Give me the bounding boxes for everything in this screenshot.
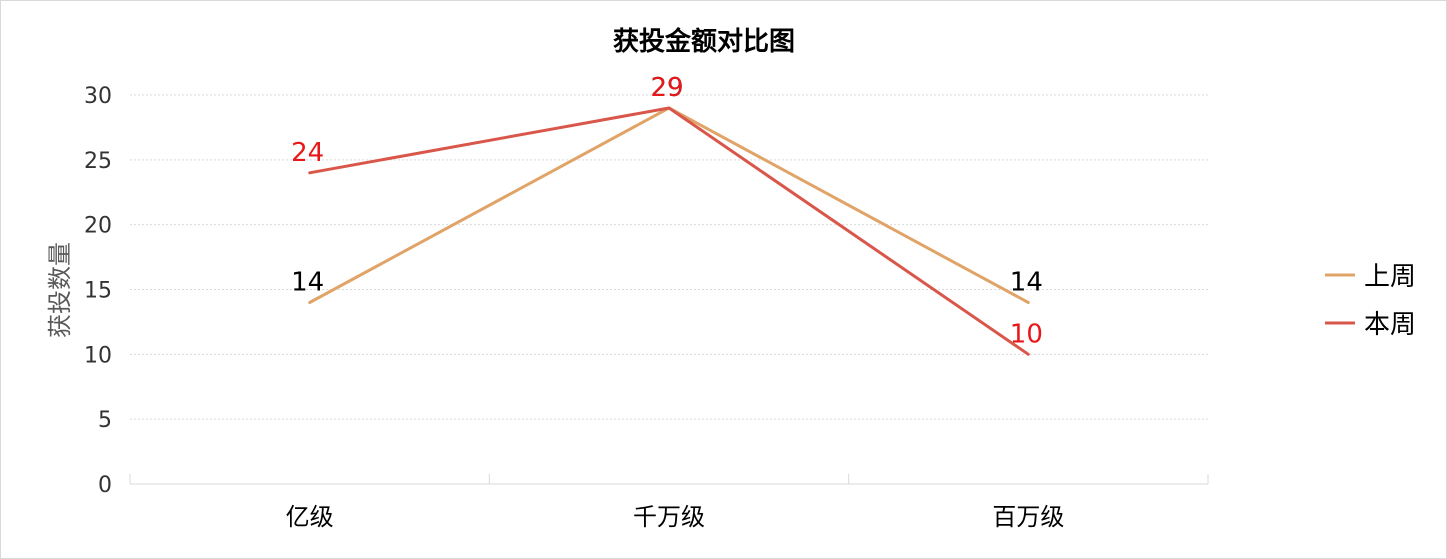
y-tick-label: 5: [98, 408, 112, 433]
y-tick-label: 0: [98, 473, 112, 498]
legend-entry: 本周: [1364, 310, 1416, 340]
x-tick-label: 千万级: [633, 503, 705, 531]
chart-title: 获投金额对比图: [613, 26, 795, 57]
axes: [129, 474, 1209, 485]
x-tick-label: 亿级: [286, 503, 334, 531]
data-label: 10: [1010, 319, 1043, 349]
legend-entry: 上周: [1364, 262, 1416, 292]
data-label: 14: [1010, 267, 1043, 297]
series-line: [308, 106, 1030, 356]
y-tick-label: 30: [84, 84, 112, 109]
y-tick-label: 25: [84, 149, 112, 174]
data-label: 14: [291, 267, 324, 297]
y-tick-label: 20: [84, 214, 112, 239]
x-tick-labels: 亿级 千万级 百万级: [286, 503, 1065, 531]
data-label: 24: [291, 138, 324, 168]
data-label: 29: [650, 73, 683, 103]
y-tick-labels: 0 5 10 15 20 25 30: [84, 84, 112, 498]
data-label: 29: [650, 73, 683, 103]
series-lines: [308, 106, 1030, 356]
y-axis-label: 获投数量: [46, 242, 74, 338]
y-tick-label: 10: [84, 343, 112, 368]
x-tick-label: 百万级: [992, 503, 1064, 531]
y-tick-label: 15: [84, 279, 112, 304]
series-line: [308, 106, 1030, 304]
